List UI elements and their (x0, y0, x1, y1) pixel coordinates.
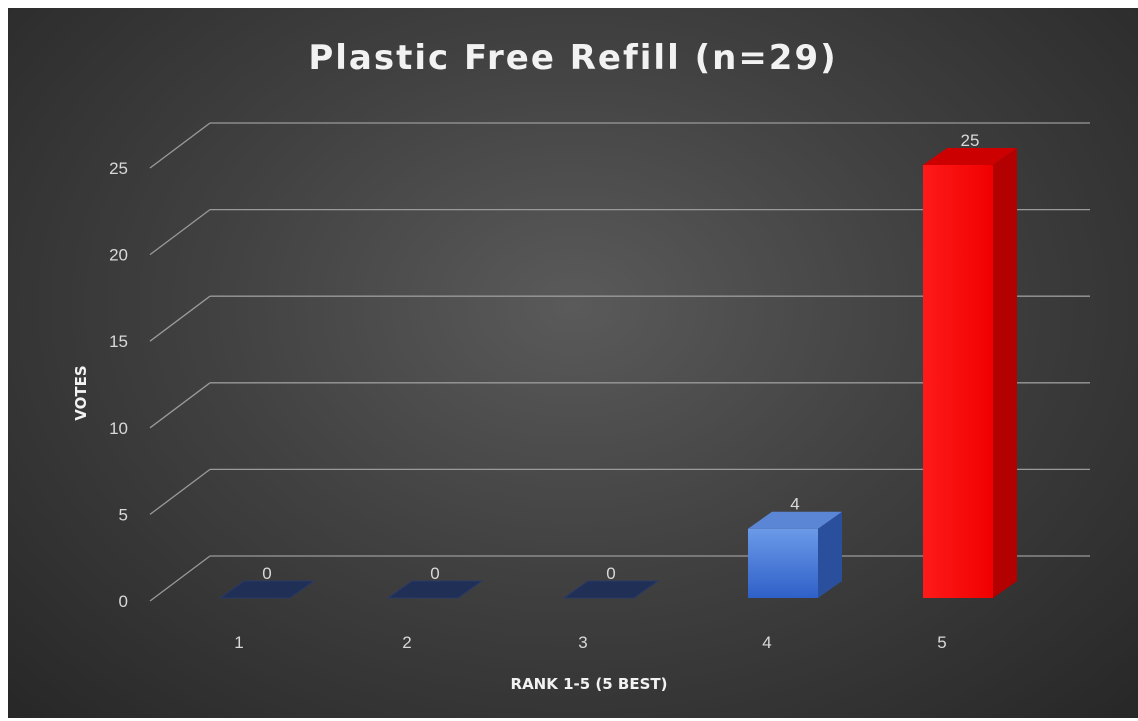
bar-side (993, 148, 1017, 598)
data-label: 0 (430, 564, 439, 583)
data-label: 0 (606, 564, 615, 583)
gridline-depth (149, 468, 211, 515)
data-label: 25 (961, 131, 980, 150)
bar-top (923, 148, 1017, 165)
bar (748, 528, 818, 598)
bar-top (748, 511, 842, 529)
y-tick-label: 15 (109, 332, 128, 351)
y-axis-title: VOTES (72, 365, 90, 420)
gridline-depth (149, 382, 211, 429)
y-tick-label: 10 (109, 419, 128, 438)
bar (923, 165, 993, 598)
bar-side (818, 511, 842, 598)
gridline-depth (149, 209, 211, 256)
gridline-depth (149, 122, 211, 169)
x-tick-label: 5 (937, 633, 946, 652)
x-tick-label: 4 (762, 633, 771, 652)
x-tick-label: 3 (578, 633, 587, 652)
gridline-depth (149, 555, 211, 602)
gridline-depth (149, 295, 211, 342)
chart-area: Plastic Free Refill (n=29) 0 5 10 15 20 25 0 1 0… (8, 8, 1138, 718)
y-tick-label: 25 (109, 159, 128, 178)
y-tick-label: 5 (119, 505, 128, 524)
x-tick-label: 2 (402, 633, 411, 652)
chart-title: Plastic Free Refill (n=29) (308, 38, 838, 78)
data-label: 4 (790, 495, 799, 514)
data-label: 0 (262, 564, 271, 583)
x-axis-title: RANK 1-5 (5 BEST) (511, 675, 668, 693)
bar (218, 580, 316, 599)
bar (562, 580, 660, 599)
bar (386, 580, 484, 599)
y-tick-label: 20 (109, 246, 128, 265)
x-tick-label: 1 (234, 633, 243, 652)
y-tick-label: 0 (119, 592, 128, 611)
